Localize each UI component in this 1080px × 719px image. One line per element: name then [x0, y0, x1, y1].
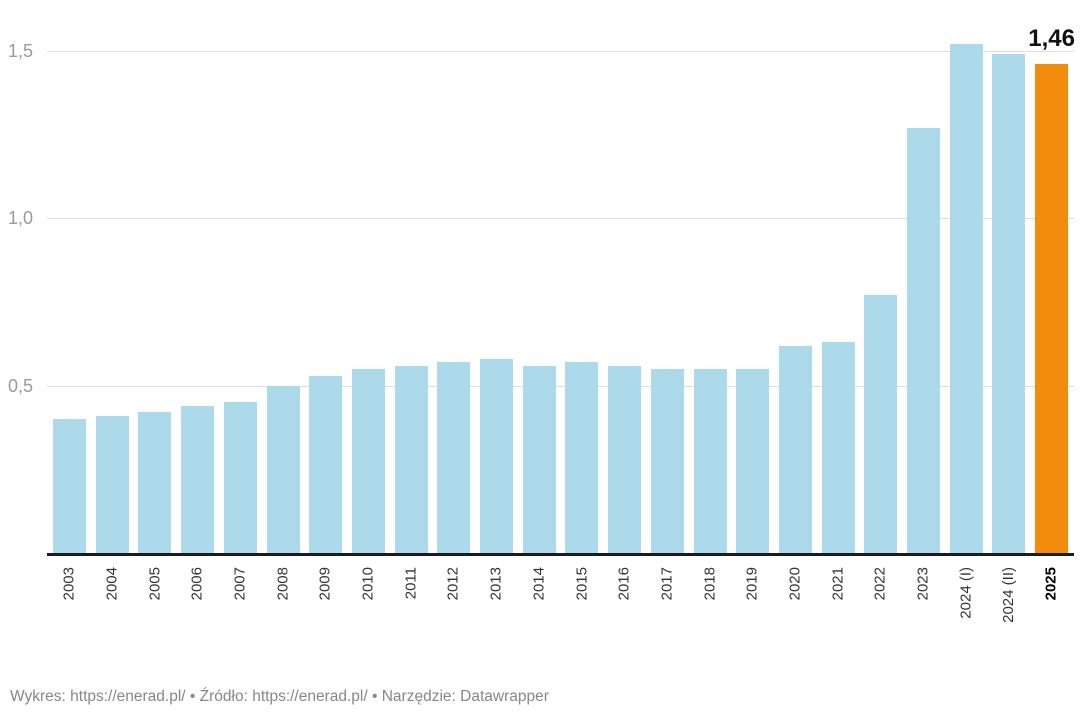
x-tick-label-2012: 2012: [444, 567, 462, 601]
footer-link[interactable]: https://enerad.pl/: [70, 688, 186, 705]
bar-2020[interactable]: [778, 345, 812, 553]
bar-2006[interactable]: [181, 405, 215, 553]
x-tick-label-2010: 2010: [359, 567, 377, 601]
footer-link[interactable]: Datawrapper: [460, 688, 549, 705]
bar-2019[interactable]: [736, 368, 770, 553]
bar-2021[interactable]: [821, 342, 855, 553]
x-tick-label-2023: 2023: [914, 567, 932, 601]
gridline-1-5: [47, 51, 1074, 52]
x-tick-label-2007: 2007: [231, 567, 249, 601]
footer-text: •: [185, 688, 200, 705]
footer-text: •: [367, 688, 382, 705]
bar-2007[interactable]: [223, 402, 257, 553]
highlight-value-label: 1,46: [1028, 25, 1075, 52]
gridline-1-0: [47, 218, 1074, 220]
x-tick-label-2003: 2003: [60, 567, 78, 601]
bar-2010[interactable]: [351, 368, 385, 553]
bar-2003[interactable]: [53, 419, 86, 553]
bar-2017[interactable]: [650, 368, 684, 553]
x-tick-label-2011: 2011: [402, 567, 420, 600]
y-tick-label-1-5: 1,5: [8, 41, 34, 61]
x-tick-label-2005: 2005: [145, 567, 163, 601]
x-tick-label-2004: 2004: [103, 567, 121, 601]
bar-2024-i[interactable]: [949, 44, 983, 553]
bar-2018[interactable]: [693, 368, 727, 553]
bar-2009[interactable]: [309, 375, 343, 553]
footer-text: Źródło:: [199, 688, 253, 705]
bar-2016[interactable]: [608, 365, 642, 553]
x-tick-label-2018: 2018: [701, 567, 718, 601]
x-tick-label-2022: 2022: [871, 567, 889, 601]
footer-text: Narzędzie:: [381, 688, 461, 705]
x-tick-label-2024-i: 2024 (I): [957, 567, 975, 619]
bar-2014[interactable]: [522, 365, 556, 553]
bar-2023[interactable]: [907, 127, 940, 553]
x-tick-label-2019: 2019: [743, 567, 761, 601]
x-tick-label-2020: 2020: [786, 567, 804, 601]
y-tick-label-1-0: 1,0: [8, 208, 34, 229]
y-tick-label-0-5: 0,5: [8, 375, 34, 396]
bar-2005[interactable]: [138, 412, 172, 553]
x-axis-line: [47, 553, 1074, 556]
bar-2025[interactable]: [1035, 64, 1069, 553]
bar-2004[interactable]: [95, 415, 129, 553]
x-tick-label-2014: 2014: [530, 567, 548, 601]
gridline-0-5: [47, 385, 1074, 387]
x-tick-label-2013: 2013: [487, 567, 505, 601]
x-tick-label-2015: 2015: [572, 567, 590, 601]
x-tick-label-2006: 2006: [188, 567, 206, 601]
x-tick-label-2008: 2008: [274, 567, 291, 601]
x-tick-label-2025: 2025: [1042, 567, 1060, 601]
x-tick-label-2017: 2017: [658, 567, 676, 601]
bar-2013[interactable]: [480, 358, 513, 553]
bar-2024-ii[interactable]: [992, 54, 1026, 553]
x-tick-label-2021: 2021: [829, 567, 847, 601]
bar-2011[interactable]: [394, 365, 428, 553]
x-tick-label-2009: 2009: [316, 567, 334, 601]
x-tick-label-2024-ii: 2024 (II): [999, 567, 1017, 623]
bar-2012[interactable]: [437, 362, 471, 553]
bar-2015[interactable]: [565, 362, 599, 553]
x-tick-label-2016: 2016: [615, 567, 633, 601]
footer-text: Wykres:: [10, 688, 71, 705]
chart-footer: Wykres: https://enerad.pl/ • Źródło: htt…: [10, 687, 549, 707]
bar-2008[interactable]: [266, 385, 300, 553]
footer-link[interactable]: https://enerad.pl/: [252, 688, 368, 705]
bar-2022[interactable]: [864, 295, 898, 553]
